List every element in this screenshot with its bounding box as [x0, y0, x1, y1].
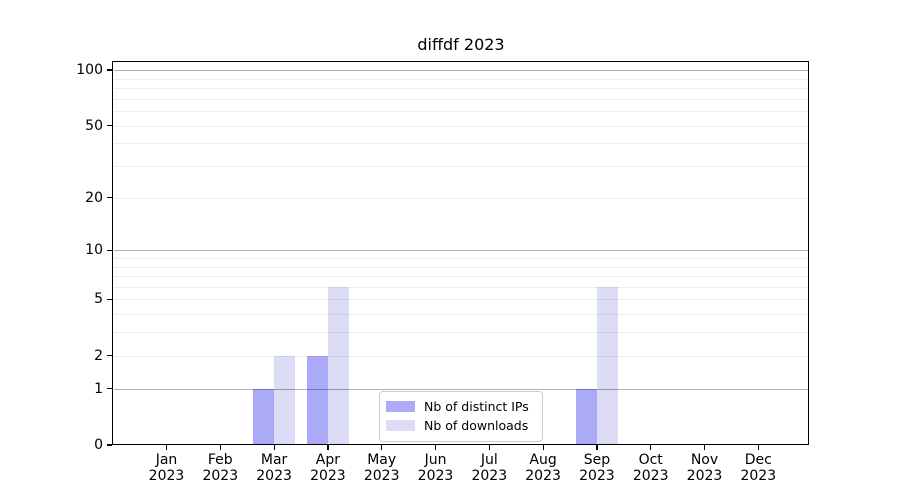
y-tick-label-20: 20 — [85, 189, 103, 206]
gridline-minor-70 — [114, 98, 808, 100]
gridline-minor-20 — [114, 197, 808, 199]
x-tick-label-nov: Nov 2023 — [686, 452, 723, 484]
legend-label-downloads: Nb of downloads — [424, 418, 529, 433]
gridline-minor-3 — [114, 332, 808, 334]
legend-label-distinct-ips: Nb of distinct IPs — [424, 399, 529, 414]
gridline-minor-5 — [114, 299, 808, 301]
plot-frame — [112, 61, 809, 445]
y-tick-0 — [107, 444, 112, 446]
bar-downloads-apr — [327, 286, 349, 445]
x-tick-label-oct: Oct 2023 — [632, 452, 669, 484]
gridline-minor-60 — [114, 111, 808, 112]
gridline-major-10 — [114, 250, 808, 252]
y-tick-20 — [107, 197, 112, 199]
legend: Nb of distinct IPs Nb of downloads — [379, 391, 543, 442]
gridline-minor-90 — [114, 78, 808, 80]
x-tick-label-jan: Jan 2023 — [148, 452, 185, 484]
x-tick-sep — [596, 445, 598, 450]
bar-downloads-sep — [596, 286, 618, 445]
y-tick-label-0: 0 — [94, 437, 103, 453]
x-tick-label-apr: Apr 2023 — [310, 452, 346, 484]
x-tick-feb — [219, 445, 221, 450]
legend-row-distinct-ips: Nb of distinct IPs — [386, 397, 534, 416]
y-tick-2 — [107, 355, 112, 357]
gridline-minor-2 — [114, 355, 808, 357]
x-tick-oct — [650, 445, 652, 450]
y-tick-label-10: 10 — [85, 242, 103, 259]
x-tick-may — [381, 445, 383, 450]
x-tick-label-may: May 2023 — [363, 452, 400, 484]
legend-swatch-downloads-icon — [386, 420, 415, 431]
y-tick-50 — [107, 124, 112, 127]
x-tick-mar — [273, 445, 275, 450]
legend-row-downloads: Nb of downloads — [386, 416, 534, 435]
x-tick-dec — [757, 445, 759, 450]
bar-downloads-mar — [274, 355, 296, 445]
y-tick-10 — [107, 249, 112, 251]
gridline-minor-40 — [114, 143, 808, 145]
x-tick-label-aug: Aug 2023 — [525, 452, 561, 484]
bar-distinct-ips-apr — [306, 355, 328, 445]
x-tick-label-sep: Sep 2023 — [579, 452, 615, 484]
x-tick-nov — [703, 445, 706, 450]
y-tick-5 — [107, 298, 112, 301]
gridline-minor-6 — [114, 286, 808, 288]
x-tick-label-dec: Dec 2023 — [740, 452, 777, 484]
gridline-minor-50 — [114, 125, 808, 127]
gridline-minor-7 — [114, 276, 808, 277]
y-tick-1 — [107, 388, 112, 390]
x-tick-label-jul: Jul 2023 — [471, 452, 508, 484]
gridline-minor-80 — [114, 87, 808, 89]
x-tick-jun — [434, 445, 437, 450]
x-tick-label-jun: Jun 2023 — [417, 452, 454, 484]
gridline-minor-4 — [114, 314, 808, 316]
x-tick-label-feb: Feb 2023 — [202, 452, 239, 484]
legend-swatch-distinct-ips-icon — [386, 401, 415, 412]
gridline-minor-8 — [114, 266, 808, 268]
gridline-minor-9 — [114, 257, 808, 259]
y-tick-label-2: 2 — [94, 347, 103, 364]
x-tick-jul — [488, 445, 490, 450]
y-tick-label-50: 50 — [85, 117, 103, 134]
gridline-minor-30 — [114, 166, 808, 167]
y-tick-label-1: 1 — [94, 380, 103, 397]
x-tick-label-mar: Mar 2023 — [256, 452, 292, 484]
x-tick-jan — [165, 445, 168, 450]
y-tick-label-100: 100 — [76, 62, 103, 78]
x-tick-apr — [327, 445, 329, 450]
bar-distinct-ips-mar — [253, 388, 275, 445]
gridline-major-1 — [114, 388, 808, 390]
bar-distinct-ips-sep — [575, 388, 597, 445]
gridline-major-100 — [114, 70, 808, 71]
x-tick-aug — [542, 445, 544, 450]
y-tick-label-5: 5 — [94, 291, 103, 308]
y-tick-100 — [107, 69, 112, 71]
chart-title: diffdf 2023 — [417, 35, 505, 54]
